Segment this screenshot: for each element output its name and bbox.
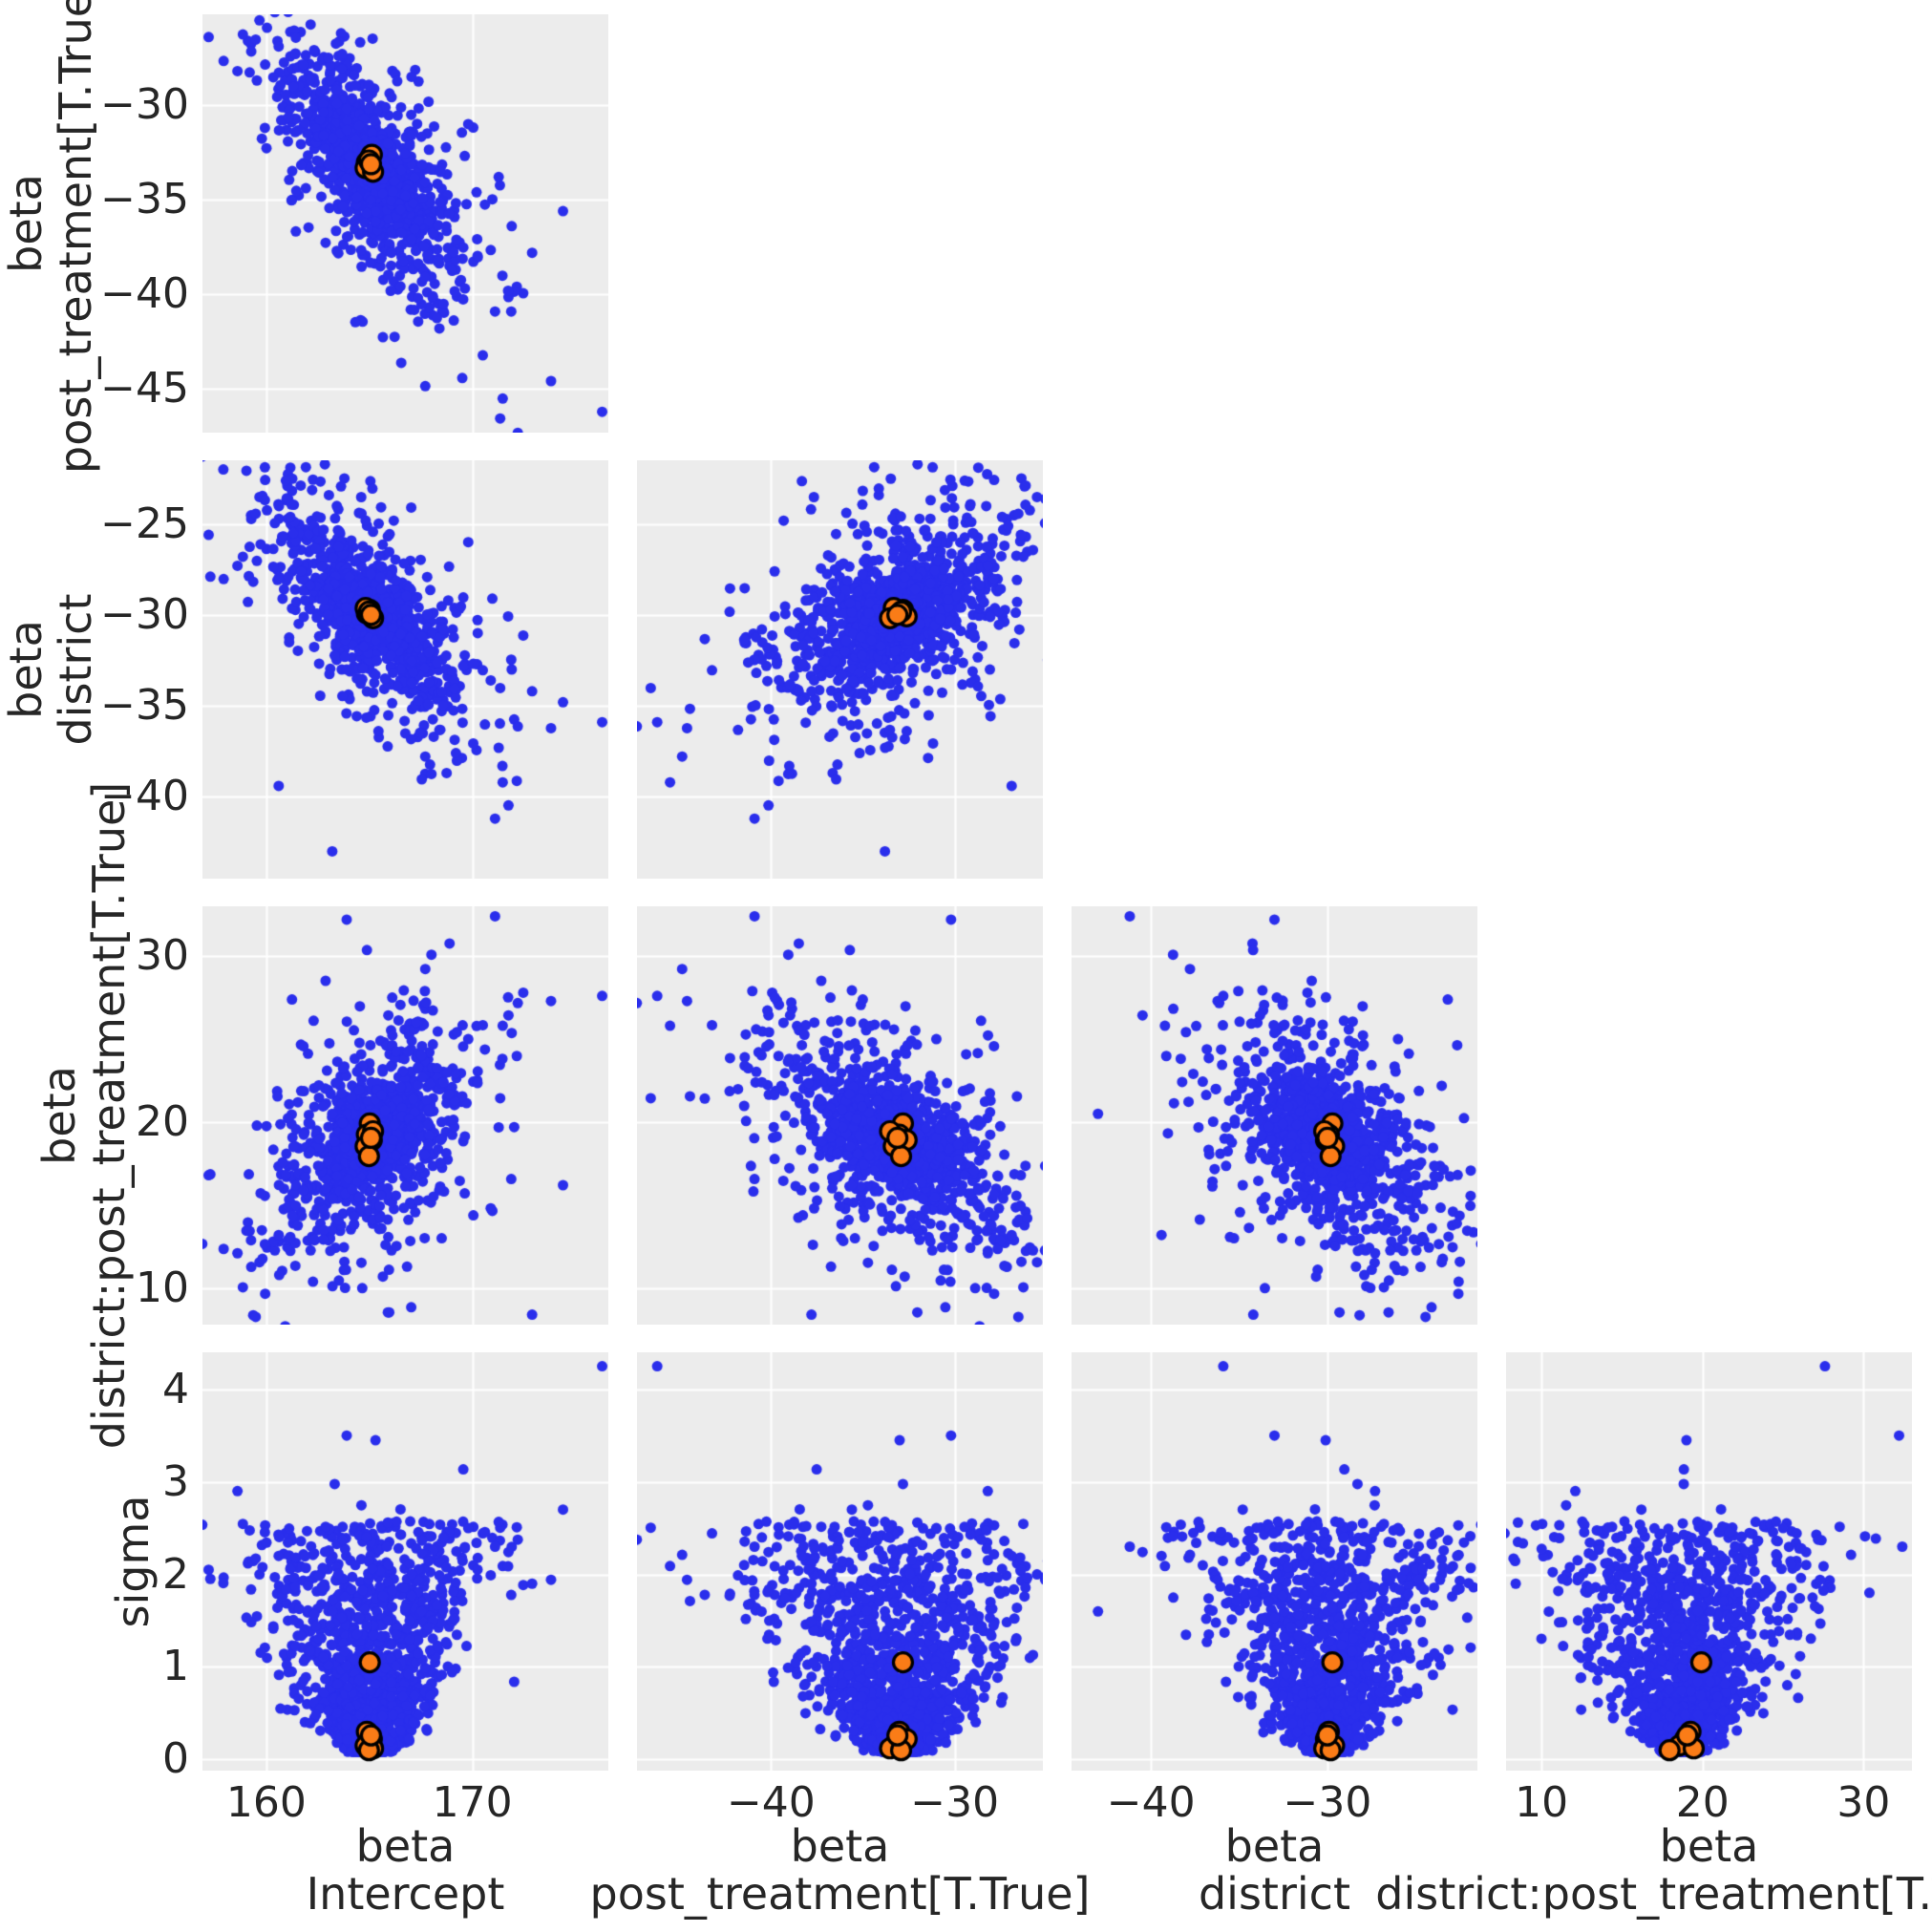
scatter-canvas-beta-district-vs-beta-post-treatment — [637, 460, 1043, 879]
y-tick-label-beta-post-treatment-0: −30 — [100, 80, 189, 130]
scatter-panel-beta-district-post-treatment-vs-beta-district — [1072, 906, 1477, 1325]
y-tick-label-sigma-4: 4 — [162, 1364, 189, 1413]
x-axis-label-line: post_treatment[T.True] — [589, 1868, 1091, 1920]
y-tick-label-beta-post-treatment-1: −35 — [100, 175, 189, 224]
y-tick-label-beta-district-post-treatment-0: 10 — [136, 1263, 189, 1312]
x-axis-label-line: Intercept — [306, 1868, 505, 1920]
x-tick-label-beta-post-treatment-1: −30 — [910, 1778, 1000, 1827]
y-tick-label-beta-district-0: −25 — [100, 499, 189, 548]
x-axis-label-line: beta — [355, 1820, 456, 1872]
scatter-canvas-beta-district-vs-beta-intercept — [202, 460, 608, 879]
y-tick-label-beta-district-post-treatment-1: 20 — [136, 1096, 189, 1146]
y-axis-label-line: sigma — [107, 1495, 159, 1628]
scatter-panel-beta-district-vs-beta-intercept — [202, 460, 608, 879]
scatter-panel-beta-district-post-treatment-vs-beta-intercept — [202, 906, 608, 1325]
y-tick-label-beta-district-post-treatment-2: 30 — [136, 931, 189, 981]
scatter-canvas-beta-district-post-treatment-vs-beta-district — [1072, 906, 1477, 1325]
y-tick-label-sigma-3: 3 — [162, 1456, 189, 1506]
scatter-panel-beta-post-treatment-vs-beta-intercept — [202, 14, 608, 433]
scatter-panel-sigma-vs-beta-district-post-treatment — [1506, 1352, 1912, 1771]
y-tick-label-beta-district-3: −40 — [100, 772, 189, 821]
scatter-panel-beta-district-vs-beta-post-treatment — [637, 460, 1043, 879]
y-axis-label-sigma: sigma — [107, 893, 159, 1932]
scatter-panel-sigma-vs-beta-post-treatment — [637, 1352, 1043, 1771]
x-axis-label-line: beta — [1224, 1820, 1325, 1872]
x-tick-label-beta-district-0: −40 — [1106, 1778, 1196, 1827]
x-axis-label-beta-intercept: beta Intercept — [0, 1822, 1074, 1918]
scatter-canvas-beta-district-post-treatment-vs-beta-intercept — [202, 906, 608, 1325]
x-tick-label-beta-post-treatment-0: −40 — [726, 1778, 816, 1827]
y-tick-label-sigma-1: 1 — [162, 1642, 189, 1691]
scatter-panel-sigma-vs-beta-intercept — [202, 1352, 608, 1771]
y-tick-label-beta-post-treatment-2: −40 — [100, 269, 189, 319]
scatter-canvas-sigma-vs-beta-post-treatment — [637, 1352, 1043, 1771]
x-axis-label-line: district:post_treatment[T.True] — [1375, 1868, 1932, 1920]
scatter-canvas-sigma-vs-beta-district — [1072, 1352, 1477, 1771]
scatter-canvas-sigma-vs-beta-intercept — [202, 1352, 608, 1771]
x-axis-label-line: district — [1198, 1868, 1350, 1920]
y-tick-label-beta-district-1: −30 — [100, 589, 189, 639]
scatter-canvas-beta-district-post-treatment-vs-beta-post-treatment — [637, 906, 1043, 1325]
x-tick-label-beta-district-post-treatment-1: 20 — [1675, 1778, 1730, 1827]
x-tick-label-beta-district-post-treatment-2: 30 — [1836, 1778, 1891, 1827]
scatter-canvas-sigma-vs-beta-district-post-treatment — [1506, 1352, 1912, 1771]
y-tick-label-beta-district-2: −35 — [100, 681, 189, 731]
y-tick-label-sigma-0: 0 — [162, 1734, 189, 1784]
y-tick-label-beta-post-treatment-3: −45 — [100, 364, 189, 414]
x-axis-label-line: beta — [790, 1820, 890, 1872]
x-tick-label-beta-district-post-treatment-0: 10 — [1515, 1778, 1569, 1827]
x-axis-label-line: beta — [1659, 1820, 1759, 1872]
x-tick-label-beta-intercept-0: 160 — [225, 1778, 307, 1827]
scatter-canvas-beta-post-treatment-vs-beta-intercept — [202, 14, 608, 433]
x-tick-label-beta-intercept-1: 170 — [432, 1778, 513, 1827]
scatter-panel-sigma-vs-beta-district — [1072, 1352, 1477, 1771]
x-axis-label-beta-district: beta district — [606, 1822, 1932, 1918]
scatter-panel-beta-district-post-treatment-vs-beta-post-treatment — [637, 906, 1043, 1325]
y-tick-label-sigma-2: 2 — [162, 1549, 189, 1599]
x-axis-label-beta-post-treatment: beta post_treatment[T.True] — [172, 1822, 1509, 1918]
x-tick-label-beta-district-1: −30 — [1283, 1778, 1372, 1827]
